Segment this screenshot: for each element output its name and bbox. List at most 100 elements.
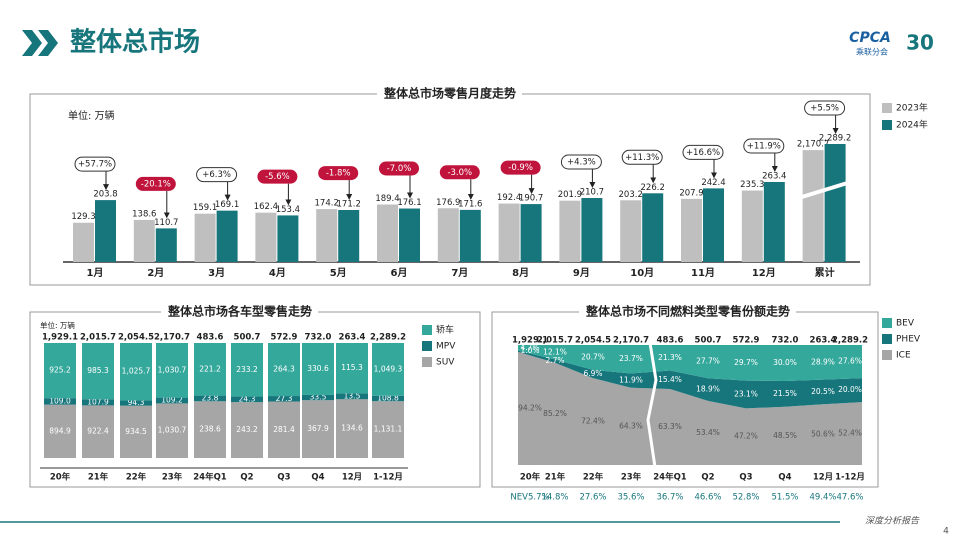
value-label: 1,030.7 — [158, 426, 187, 435]
bar-segment — [44, 343, 76, 399]
bar-segment — [194, 395, 226, 402]
x-tick-label: 22年 — [126, 472, 147, 483]
legend-label: MPV — [436, 342, 456, 352]
legend-label: SUV — [436, 358, 455, 368]
x-tick-label: 12月 — [813, 473, 833, 483]
value-label: 264.3 — [273, 365, 295, 374]
legend-swatch — [882, 103, 892, 113]
bar — [741, 190, 763, 262]
area — [518, 351, 862, 465]
bar — [620, 200, 642, 262]
x-tick-label: 20年 — [520, 472, 541, 483]
nev-label: 27.6% — [579, 493, 606, 503]
value-label: 18.9% — [696, 385, 720, 394]
bar-segment — [82, 405, 114, 458]
x-tick-label: 7月 — [451, 267, 468, 279]
total-label: 2,289.2 — [370, 333, 406, 343]
bar-segment — [194, 343, 226, 396]
value-label: 129.3 — [71, 212, 95, 222]
logo-sub: 乘联分会 — [856, 47, 888, 57]
nev-label: 52.8% — [732, 493, 759, 503]
x-tick-label: Q2 — [701, 473, 714, 483]
bar-segment — [231, 343, 263, 397]
value-label: 23.1% — [734, 390, 758, 399]
growth-label: -5.6% — [265, 172, 290, 182]
bar — [194, 213, 216, 262]
title-bg — [578, 303, 797, 319]
total-label: 1,929.1 — [42, 333, 78, 343]
legend-swatch — [422, 357, 432, 367]
value-label: 29.7% — [734, 358, 758, 367]
x-tick-label: Q4 — [778, 473, 791, 483]
x-tick-label: 1月 — [87, 267, 104, 279]
value-label: 63.3% — [658, 422, 682, 431]
bar — [399, 208, 420, 262]
bar — [459, 209, 481, 262]
chart-title: 整体总市场各车型零售走势 — [167, 304, 312, 319]
value-label: 221.2 — [199, 364, 221, 373]
x-tick-label: 10月 — [630, 267, 654, 279]
growth-label: -0.9% — [508, 163, 533, 173]
bar — [133, 219, 155, 262]
total-label: 483.6 — [657, 336, 684, 346]
x-tick-label: 3月 — [208, 267, 225, 279]
value-label: 153.4 — [276, 205, 300, 215]
total-label: 1,929.1 — [512, 336, 548, 346]
nev-label: 46.6% — [694, 493, 721, 503]
value-label: 934.5 — [125, 427, 147, 436]
bar-segment — [120, 343, 152, 401]
value-label: 235.3 — [740, 180, 764, 190]
chart-title: 整体总市场零售月度走势 — [383, 86, 516, 101]
total-label: 2,015.7 — [80, 333, 116, 343]
bar — [520, 204, 542, 262]
value-label: 243.2 — [236, 425, 258, 434]
growth-label: -20.1% — [141, 179, 171, 189]
value-label: 171.2 — [337, 200, 361, 210]
total-label: 732.0 — [772, 336, 799, 346]
chevron-icon — [22, 30, 42, 56]
unit-label: 单位: 万辆 — [68, 109, 115, 122]
value-label: 20.0% — [838, 385, 862, 394]
value-label: 20.7% — [581, 352, 605, 361]
value-label: 115.3 — [341, 363, 363, 372]
legend-label: 2024年 — [896, 119, 928, 131]
x-tick-label: Q3 — [739, 473, 752, 483]
value-label: 27.3 — [276, 394, 293, 403]
nev-label: 35.6% — [617, 493, 644, 503]
x-tick-label: 11月 — [691, 267, 715, 279]
x-tick-label: 1-12月 — [373, 473, 403, 483]
value-label: 226.2 — [641, 183, 665, 193]
bar-segment — [302, 400, 334, 458]
nev-label: 36.7% — [656, 493, 683, 503]
value-label: 110.7 — [154, 218, 178, 228]
value-label: 52.4% — [838, 429, 862, 438]
bar-segment — [372, 343, 404, 396]
value-label: 985.3 — [87, 366, 109, 375]
value-label: 192.4 — [497, 193, 521, 203]
value-label: 50.6% — [811, 430, 835, 439]
value-label: 210.7 — [580, 188, 604, 198]
growth-badge — [500, 160, 541, 175]
x-tick-label: 5月 — [330, 267, 347, 279]
value-label: 108.8 — [377, 393, 399, 402]
total-label: 2,289.2 — [832, 336, 868, 346]
logo-text: CPCA — [849, 30, 891, 46]
x-tick-label: 24年Q1 — [653, 472, 687, 483]
x-tick-label: Q3 — [277, 473, 290, 483]
growth-label: +16.6% — [686, 148, 720, 158]
bar-segment — [231, 402, 263, 458]
x-tick-label: 12月 — [342, 473, 362, 483]
bar — [559, 200, 581, 262]
value-label: 190.7 — [519, 194, 543, 204]
total-label: 2,054.5 — [118, 333, 154, 343]
value-label: 13.5 — [344, 391, 361, 400]
x-tick-label: 1-12月 — [835, 473, 865, 483]
x-tick-label: 累计 — [815, 266, 835, 279]
value-label: 28.9% — [811, 357, 835, 366]
bar-segment — [372, 395, 404, 402]
x-tick-label: 21年 — [545, 472, 566, 483]
growth-badge — [560, 154, 602, 170]
bar-segment — [302, 394, 334, 401]
value-label: 1.0% — [520, 346, 539, 355]
area — [518, 350, 862, 409]
